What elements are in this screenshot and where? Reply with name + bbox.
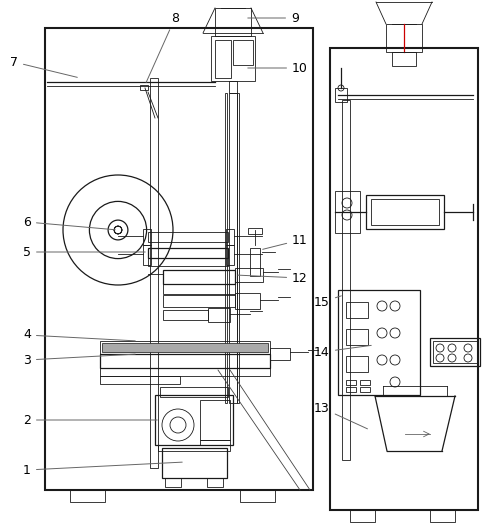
Text: 15: 15 [314,296,341,309]
Bar [386,24,422,52]
Text: 8: 8 [146,12,179,82]
Text: 9: 9 [248,12,299,25]
Bar [211,36,255,81]
Bar [207,478,223,487]
Text: 1: 1 [23,462,182,476]
Bar [338,290,420,395]
Bar [248,228,262,234]
Bar [346,302,368,318]
Bar [237,93,239,403]
Bar [350,510,375,522]
Bar [143,245,151,265]
Bar [150,78,158,468]
Bar [160,387,228,397]
Bar [215,40,231,78]
Bar [163,284,235,294]
Bar [235,268,263,282]
Text: 6: 6 [23,215,115,230]
Text: 14: 14 [314,345,371,358]
Text: 3: 3 [23,354,135,366]
Bar [371,199,439,225]
Bar [366,195,444,229]
Bar [335,191,360,233]
Bar [360,380,370,385]
Bar [155,395,233,445]
Bar [346,387,356,392]
Bar [346,380,356,385]
Bar [342,100,350,460]
Bar [200,400,230,440]
Bar [163,295,235,307]
Bar [100,354,270,368]
Bar [430,338,480,366]
Bar [233,40,253,65]
Bar [335,88,347,102]
Text: 4: 4 [23,329,135,342]
Bar [346,356,368,372]
Text: 2: 2 [23,413,157,427]
Bar [208,308,230,322]
Bar [100,368,270,376]
Bar [433,341,477,363]
Bar [225,93,227,403]
Bar [102,343,268,352]
Bar [165,478,181,487]
Text: 5: 5 [23,246,145,258]
Bar [229,81,237,93]
Bar [250,248,260,276]
Bar [140,85,148,90]
Bar [430,510,455,522]
Bar [162,448,227,478]
Bar [143,229,151,245]
Text: 12: 12 [238,271,308,285]
Bar [100,341,270,354]
Text: 13: 13 [314,401,367,429]
Bar [163,310,208,320]
Bar [270,348,290,360]
Bar [360,387,370,392]
Bar [392,52,416,66]
Bar [100,376,180,384]
Bar [235,293,260,309]
Bar [215,8,251,36]
Bar [226,229,234,245]
Bar [163,270,235,284]
Bar [158,445,230,451]
Bar [346,329,368,345]
Text: 10: 10 [248,61,308,74]
Bar [330,48,478,510]
Bar [226,245,234,265]
Bar [240,490,275,502]
Bar [148,248,228,258]
Bar [200,440,230,445]
Text: 7: 7 [10,56,77,78]
Text: 11: 11 [263,234,308,249]
Bar [148,232,228,242]
Bar [229,93,237,403]
Bar [70,490,105,502]
Bar [148,258,228,266]
Bar [45,28,313,490]
